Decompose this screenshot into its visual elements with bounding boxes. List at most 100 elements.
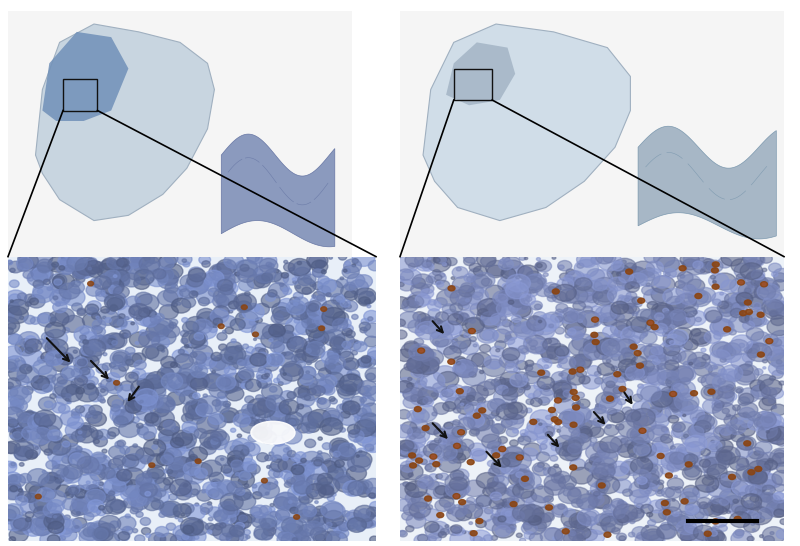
Circle shape	[273, 437, 285, 446]
Circle shape	[413, 364, 431, 377]
Circle shape	[56, 519, 76, 534]
Circle shape	[634, 351, 641, 355]
Circle shape	[632, 312, 638, 316]
Circle shape	[298, 275, 311, 286]
Circle shape	[163, 287, 182, 302]
Circle shape	[134, 388, 152, 402]
Circle shape	[48, 521, 64, 533]
Circle shape	[152, 335, 170, 349]
Circle shape	[88, 454, 111, 471]
Circle shape	[666, 296, 685, 311]
Circle shape	[272, 302, 291, 317]
Circle shape	[78, 308, 86, 314]
Circle shape	[292, 503, 307, 514]
Circle shape	[276, 509, 290, 520]
Circle shape	[562, 382, 577, 393]
Circle shape	[22, 511, 26, 515]
Circle shape	[646, 283, 650, 286]
Circle shape	[742, 504, 758, 515]
Circle shape	[742, 321, 754, 330]
Circle shape	[449, 457, 458, 464]
Circle shape	[658, 480, 664, 484]
Circle shape	[294, 267, 310, 280]
Circle shape	[522, 305, 527, 310]
Circle shape	[476, 520, 486, 527]
Circle shape	[754, 369, 763, 375]
Circle shape	[679, 447, 685, 452]
Circle shape	[459, 313, 470, 321]
Circle shape	[277, 532, 296, 546]
Circle shape	[646, 441, 649, 443]
Circle shape	[182, 259, 186, 262]
Circle shape	[64, 265, 74, 272]
Circle shape	[602, 352, 613, 360]
Circle shape	[214, 523, 223, 530]
Circle shape	[618, 514, 629, 523]
Circle shape	[346, 304, 351, 309]
Circle shape	[270, 293, 274, 296]
Circle shape	[282, 458, 303, 473]
Circle shape	[50, 394, 56, 399]
Circle shape	[318, 482, 334, 494]
Circle shape	[307, 388, 316, 395]
Circle shape	[74, 528, 78, 531]
Circle shape	[672, 334, 677, 338]
Circle shape	[58, 405, 70, 413]
Circle shape	[752, 529, 755, 531]
Circle shape	[125, 401, 142, 413]
Circle shape	[570, 422, 577, 428]
Circle shape	[138, 308, 150, 317]
Circle shape	[59, 536, 66, 541]
Circle shape	[665, 307, 685, 322]
Circle shape	[259, 258, 278, 273]
Circle shape	[276, 517, 296, 532]
Circle shape	[567, 446, 582, 457]
Circle shape	[255, 252, 277, 269]
Circle shape	[114, 281, 118, 286]
Circle shape	[579, 429, 593, 438]
Circle shape	[454, 443, 461, 448]
Circle shape	[582, 375, 601, 389]
Circle shape	[648, 464, 658, 472]
Circle shape	[106, 372, 120, 383]
Circle shape	[502, 465, 521, 479]
Circle shape	[340, 403, 349, 410]
Circle shape	[672, 499, 675, 501]
Circle shape	[445, 286, 462, 298]
Circle shape	[101, 378, 117, 391]
Circle shape	[743, 467, 763, 483]
Circle shape	[61, 467, 78, 481]
Circle shape	[770, 489, 774, 491]
Circle shape	[303, 274, 316, 284]
Circle shape	[666, 339, 674, 344]
Circle shape	[310, 282, 315, 287]
Circle shape	[676, 443, 701, 461]
Circle shape	[647, 488, 651, 491]
Circle shape	[53, 296, 58, 300]
Circle shape	[593, 457, 616, 474]
Circle shape	[80, 327, 89, 334]
Circle shape	[627, 426, 648, 442]
Circle shape	[218, 502, 231, 512]
Circle shape	[737, 437, 754, 449]
Circle shape	[550, 455, 558, 461]
Circle shape	[229, 310, 233, 313]
Circle shape	[189, 468, 199, 476]
Circle shape	[694, 456, 717, 472]
Circle shape	[38, 289, 43, 294]
Circle shape	[657, 370, 678, 386]
Circle shape	[165, 253, 178, 264]
Circle shape	[106, 269, 130, 287]
Circle shape	[315, 316, 338, 334]
Circle shape	[21, 421, 32, 430]
Circle shape	[603, 317, 617, 327]
Circle shape	[220, 347, 243, 364]
Circle shape	[415, 294, 431, 305]
Circle shape	[673, 454, 695, 470]
Circle shape	[366, 422, 379, 432]
Circle shape	[253, 332, 258, 337]
Circle shape	[88, 268, 91, 270]
Circle shape	[89, 458, 110, 474]
Circle shape	[482, 434, 501, 448]
Circle shape	[432, 456, 442, 464]
